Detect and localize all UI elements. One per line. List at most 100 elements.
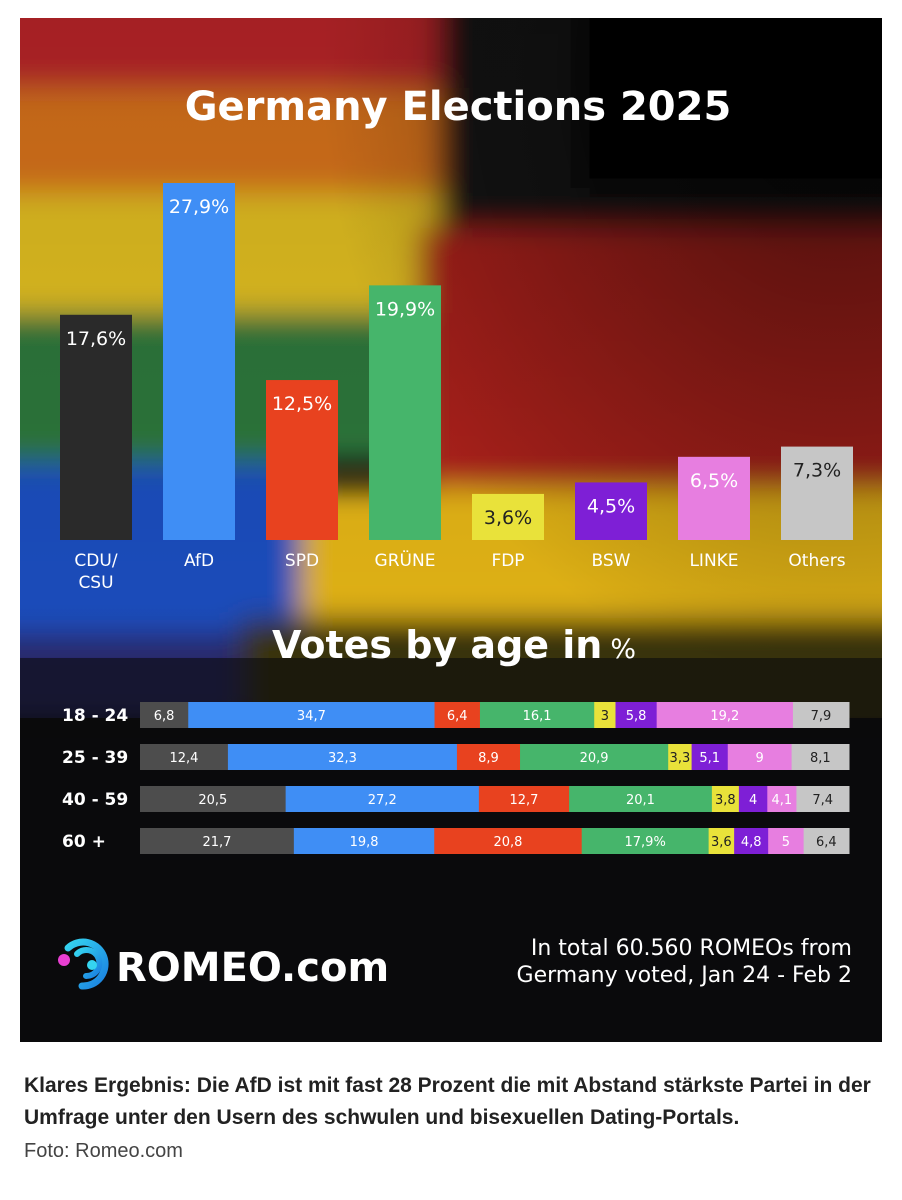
bar-value-label-2: 12,5% (272, 393, 332, 415)
segment-label-3-0: 21,7 (202, 835, 231, 850)
segment-label-0-2: 6,4 (447, 709, 468, 724)
segment-0-5 (615, 702, 658, 728)
segment-2-4 (711, 786, 740, 812)
segment-0-0 (140, 702, 189, 728)
segment-label-0-3: 16,1 (523, 709, 552, 724)
segment-2-2 (478, 786, 570, 812)
bar-value-label-6: 6,5% (690, 470, 738, 492)
segment-label-3-1: 19,8 (350, 835, 379, 850)
bar-value-label-5: 4,5% (587, 495, 635, 517)
age-chart-title-main: Votes by age in (272, 623, 602, 667)
segment-label-0-0: 6,8 (154, 709, 175, 724)
bar-value-label-4: 3,6% (484, 507, 532, 529)
age-chart-title: Votes by age in% (272, 623, 636, 667)
segment-1-5 (691, 744, 729, 770)
segment-2-6 (767, 786, 797, 812)
segment-3-3 (581, 828, 710, 854)
age-group-label-2: 40 - 59 (62, 790, 128, 810)
segment-3-1 (293, 828, 435, 854)
segment-label-2-7: 7,4 (812, 793, 833, 808)
segment-2-1 (285, 786, 480, 812)
survey-note-line-2: Germany voted, Jan 24 - Feb 2 (517, 963, 852, 988)
segment-label-1-1: 32,3 (328, 751, 357, 766)
segment-2-3 (569, 786, 713, 812)
segment-1-7 (791, 744, 850, 770)
segment-1-0 (140, 744, 229, 770)
segment-1-4 (668, 744, 693, 770)
romeo-logo-icon (58, 938, 109, 990)
segment-label-2-6: 4,1 (772, 793, 793, 808)
segment-1-1 (227, 744, 458, 770)
bar-value-label-0: 17,6% (66, 328, 126, 350)
bar-category-label-2: SPD (285, 551, 319, 571)
bar-category-label-5: BSW (592, 551, 631, 571)
segment-label-3-2: 20,8 (493, 835, 522, 850)
segment-label-2-1: 27,2 (368, 793, 397, 808)
bar-2 (266, 380, 338, 540)
segment-2-7 (796, 786, 850, 812)
romeo-logo-text: ROMEO.com (116, 945, 389, 991)
segment-label-1-6: 9 (756, 751, 764, 766)
segment-0-7 (792, 702, 850, 728)
segment-label-3-4: 3,6 (711, 835, 732, 850)
bar-value-label-1: 27,9% (169, 196, 229, 218)
segment-label-0-7: 7,9 (811, 709, 832, 724)
age-group-label-1: 25 - 39 (62, 748, 128, 768)
segment-label-3-7: 6,4 (816, 835, 837, 850)
segment-label-1-7: 8,1 (810, 751, 831, 766)
segment-2-5 (738, 786, 768, 812)
segment-0-1 (188, 702, 436, 728)
bar-5 (575, 482, 647, 540)
segment-1-2 (456, 744, 521, 770)
segment-label-3-3: 17,9% (625, 835, 666, 850)
segment-0-2 (434, 702, 481, 728)
age-group-label-0: 18 - 24 (62, 706, 128, 726)
bar-category-label-0: CDU/CSU (74, 551, 117, 593)
election-graphic: Germany Elections 2025 17,6% CDU/CSU 27,9%… (20, 18, 882, 1042)
photo-credit: Foto: Romeo.com (24, 1140, 183, 1162)
party-bars: 17,6% CDU/CSU 27,9% AfD 12,5% SPD 19,9% GRÜNE 3,… (60, 183, 853, 593)
segment-label-1-3: 20,9 (580, 751, 609, 766)
segment-label-3-6: 5 (782, 835, 790, 850)
segment-0-6 (656, 702, 794, 728)
age-group-label-3: 60 + (62, 832, 106, 852)
age-stacked-bars: 18 - 24 6,8 34,7 6,4 16,1 3 5,8 19,2 7,9 25 - 39 1… (62, 702, 850, 854)
bar-6 (678, 456, 750, 540)
segment-label-0-1: 34,7 (297, 709, 326, 724)
romeo-logo: ROMEO.com (58, 938, 389, 991)
segment-2-0 (140, 786, 287, 812)
segment-label-1-2: 8,9 (478, 751, 499, 766)
bar-7 (781, 446, 853, 540)
segment-label-3-5: 4,8 (741, 835, 762, 850)
segment-1-3 (520, 744, 669, 770)
segment-label-0-5: 5,8 (626, 709, 647, 724)
bar-value-label-3: 19,9% (375, 298, 435, 320)
bar-category-label-6: LINKE (689, 551, 738, 571)
segment-label-1-0: 12,4 (169, 751, 198, 766)
segment-3-5 (734, 828, 769, 854)
chart-title: Germany Elections 2025 (185, 84, 732, 130)
bar-category-label-4: FDP (491, 551, 524, 571)
segment-label-1-5: 5,1 (699, 751, 720, 766)
segment-1-6 (727, 744, 793, 770)
segment-label-2-3: 20,1 (626, 793, 655, 808)
segment-label-0-4: 3 (601, 709, 609, 724)
segment-label-2-0: 20,5 (198, 793, 227, 808)
bar-1 (163, 183, 235, 540)
segment-3-6 (768, 828, 805, 854)
bar-4 (472, 493, 544, 540)
segment-label-1-4: 3,3 (670, 751, 691, 766)
bar-0 (60, 314, 132, 540)
bar-category-label-3: GRÜNE (375, 549, 436, 571)
segment-label-2-5: 4 (749, 793, 757, 808)
caption-text: Klares Ergebnis: Die AfD ist mit fast 28… (24, 1074, 871, 1129)
bar-category-label-7: Others (788, 551, 845, 571)
bar-category-label-1: AfD (184, 551, 214, 571)
segment-label-2-2: 12,7 (510, 793, 539, 808)
image-caption: Klares Ergebnis: Die AfD ist mit fast 28… (24, 1070, 884, 1166)
segment-3-4 (708, 828, 735, 854)
segment-3-2 (434, 828, 583, 854)
bar-value-label-7: 7,3% (793, 460, 841, 482)
segment-label-2-4: 3,8 (715, 793, 736, 808)
segment-3-0 (140, 828, 295, 854)
